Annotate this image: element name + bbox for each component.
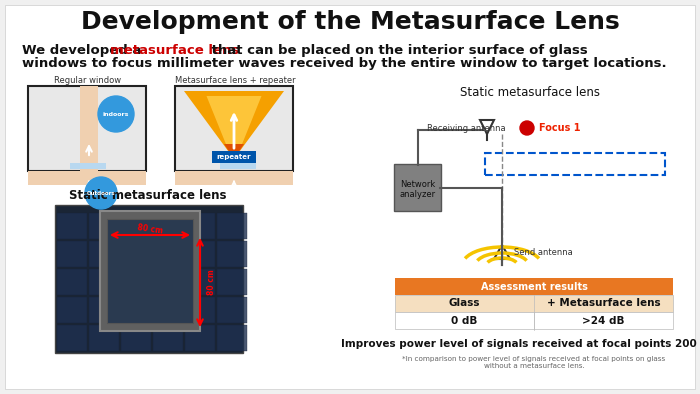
Text: metasurface lens: metasurface lens [110,43,239,56]
Text: Improves power level of signals received at focal points 200 fold.: Improves power level of signals received… [341,339,700,349]
Bar [175,86,293,171]
Bar [217,213,247,239]
FancyBboxPatch shape [394,164,441,211]
Text: Receiving antenna: Receiving antenna [427,123,505,132]
Bar [28,171,146,185]
Bar [485,153,665,175]
Bar [100,211,200,331]
Bar [121,213,151,239]
Bar [217,325,247,351]
Bar [57,325,87,351]
Bar [70,163,106,169]
Bar [89,297,119,323]
Text: Assessment results: Assessment results [481,281,587,292]
Text: Regular window: Regular window [55,76,122,84]
Bar [153,297,183,323]
Text: that can be placed on the interior surface of glass: that can be placed on the interior surfa… [207,43,588,56]
Bar [185,325,215,351]
Text: Network
analyzer: Network analyzer [400,180,435,199]
Bar [220,163,256,169]
Polygon shape [184,91,284,159]
Text: 80 cm: 80 cm [136,223,163,235]
Text: Send antenna: Send antenna [514,247,573,256]
Bar [55,205,243,353]
Bar [185,297,215,323]
Bar [185,269,215,295]
Bar [121,297,151,323]
Text: + Metasurface lens: + Metasurface lens [547,299,660,309]
Bar [153,213,183,239]
Text: Metasurface lens + repeater: Metasurface lens + repeater [175,76,295,84]
Bar [28,86,146,171]
Bar [89,325,119,351]
Text: We developed a: We developed a [22,43,146,56]
Bar [175,171,293,185]
Bar [212,151,256,163]
Bar [57,269,87,295]
Bar [89,241,119,267]
Bar [153,325,183,351]
Text: 80 cm: 80 cm [206,269,216,295]
Text: Static metasurface lens: Static metasurface lens [460,85,600,98]
Bar [153,241,183,267]
Text: Focus 1: Focus 1 [539,123,580,133]
Text: *In comparison to power level of signals received at focal points on glass
witho: *In comparison to power level of signals… [402,355,666,368]
Bar [121,269,151,295]
Bar [57,297,87,323]
Text: >24 dB: >24 dB [582,316,624,325]
Bar [89,269,119,295]
Text: Outdoors: Outdoors [87,191,116,195]
Bar [395,278,673,295]
Polygon shape [224,144,244,159]
Bar [89,213,119,239]
Bar [185,213,215,239]
Bar [395,295,673,312]
Bar [57,213,87,239]
Circle shape [520,121,534,135]
Text: indoors: indoors [103,112,130,117]
Text: Development of the Metasurface Lens: Development of the Metasurface Lens [80,10,620,34]
Circle shape [98,96,134,132]
Bar [217,297,247,323]
Bar [121,241,151,267]
Bar [80,86,98,171]
Bar [121,325,151,351]
Bar [107,219,193,323]
Circle shape [85,177,117,209]
Text: Static metasurface lens: Static metasurface lens [69,188,227,201]
Text: 0 dB: 0 dB [452,316,477,325]
Bar [57,241,87,267]
Bar [217,241,247,267]
Text: Glass: Glass [449,299,480,309]
Text: repeater: repeater [217,154,251,160]
Bar [185,241,215,267]
Polygon shape [206,96,262,164]
Text: windows to focus millimeter waves received by the entire window to target locati: windows to focus millimeter waves receiv… [22,56,666,69]
Bar [153,269,183,295]
Bar [395,312,673,329]
Bar [217,269,247,295]
